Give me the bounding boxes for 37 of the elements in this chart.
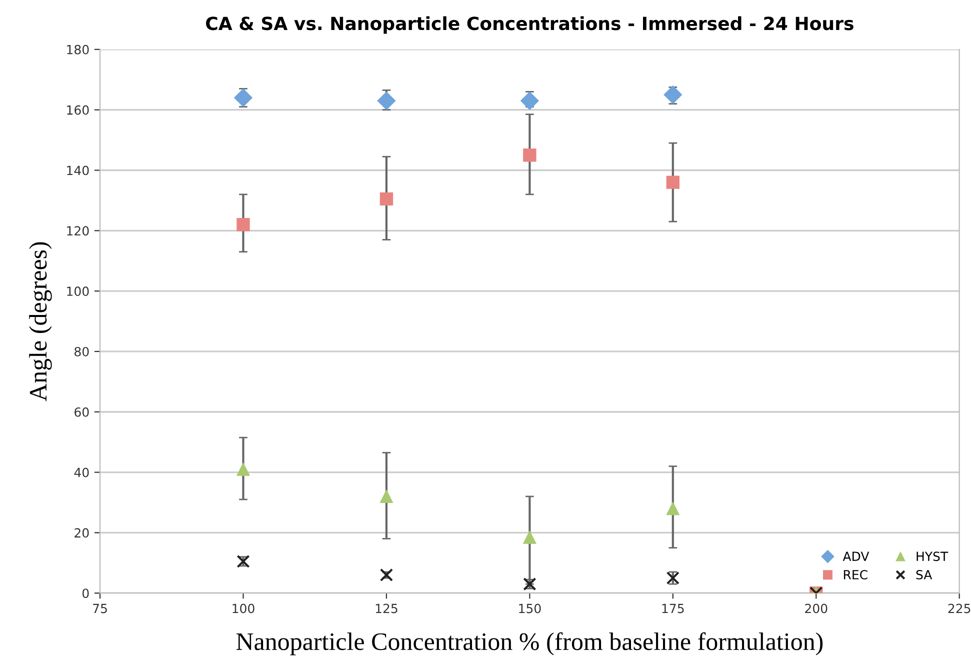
point bbox=[236, 462, 250, 476]
y-tick-label: 40 bbox=[74, 468, 89, 478]
x-tick-label: 225 bbox=[948, 604, 970, 614]
point bbox=[236, 218, 250, 232]
x-tick-label: 75 bbox=[93, 604, 107, 614]
point bbox=[666, 502, 680, 516]
point bbox=[380, 192, 394, 206]
point bbox=[520, 92, 539, 110]
point bbox=[523, 530, 536, 544]
x-tick-label: 175 bbox=[662, 604, 684, 614]
y-tick-label: 80 bbox=[74, 346, 89, 356]
chart-title: CA & SA vs. Nanoparticle Concentrations - Immersed - 24 Hours bbox=[206, 16, 854, 34]
legend-label: REC bbox=[844, 570, 868, 580]
x-axis-title: Nanoparticle Concentration % (from baseline formulation) bbox=[236, 632, 823, 656]
y-axis-title: Angle (degrees) bbox=[29, 242, 52, 402]
point bbox=[380, 568, 394, 582]
legend-label: SA bbox=[916, 570, 932, 580]
x-tick-label: 200 bbox=[805, 604, 828, 614]
x-tick-label: 125 bbox=[376, 604, 398, 614]
y-tick-label: 140 bbox=[67, 166, 89, 176]
legend-label: HYST bbox=[916, 552, 948, 562]
point bbox=[234, 88, 252, 107]
y-tick-label: 60 bbox=[74, 407, 89, 417]
point bbox=[380, 490, 394, 504]
legend-label: ADV bbox=[842, 552, 870, 561]
point bbox=[523, 148, 536, 162]
x-tick-label: 100 bbox=[232, 604, 254, 614]
y-tick-label: 160 bbox=[67, 105, 89, 115]
y-tick-label: 0 bbox=[82, 588, 89, 598]
y-tick-label: 20 bbox=[74, 528, 89, 538]
x-tick-label: 150 bbox=[519, 604, 541, 614]
point bbox=[664, 86, 682, 104]
point bbox=[666, 176, 680, 189]
y-tick-label: 180 bbox=[67, 44, 89, 54]
point bbox=[377, 92, 396, 110]
y-tick-label: 120 bbox=[67, 226, 89, 236]
y-tick-label: 100 bbox=[67, 286, 89, 296]
